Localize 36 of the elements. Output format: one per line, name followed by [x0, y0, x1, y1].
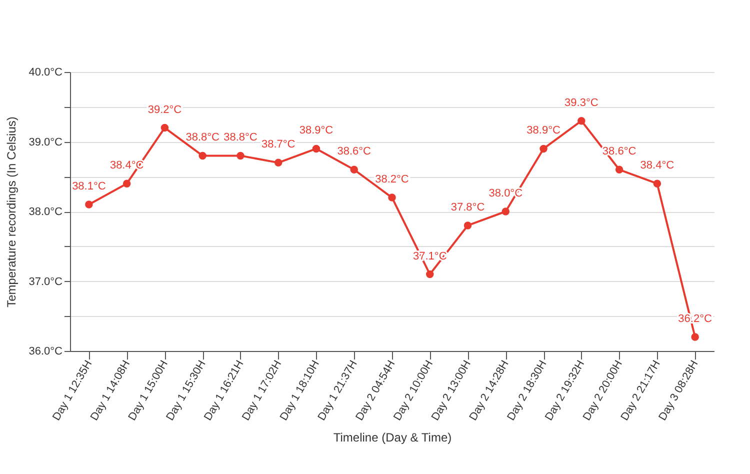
data-label: 38.9°C — [526, 124, 560, 137]
point — [350, 166, 358, 174]
point — [236, 152, 244, 160]
data-label: 38.8°C — [224, 132, 258, 144]
data-label: 38.8°C — [186, 132, 220, 144]
data-label: 38.1°C — [72, 180, 106, 193]
point — [540, 144, 548, 153]
data-label: 38.4°C — [640, 160, 674, 172]
y-axis-title: Temperature recordings (In Celsius) — [4, 116, 19, 308]
data-label: 39.2°C — [148, 104, 182, 116]
point — [502, 208, 510, 216]
point — [198, 152, 206, 160]
data-label: 38.6°C — [337, 146, 372, 158]
point — [85, 200, 93, 208]
point — [615, 166, 624, 174]
data-label: 39.3°C — [564, 96, 598, 109]
y-tick-label: 40.0°C — [28, 66, 63, 78]
point — [312, 144, 320, 153]
point — [653, 180, 662, 188]
y-tick-label: 39.0°C — [28, 136, 63, 148]
point — [578, 116, 586, 125]
point — [426, 270, 434, 278]
y-tick-label: 37.0°C — [28, 276, 63, 288]
point — [122, 180, 131, 188]
data-label: 38.7°C — [261, 138, 296, 151]
point — [388, 194, 396, 202]
x-axis-title: Timeline (Day & Time) — [333, 430, 452, 444]
point — [464, 222, 472, 230]
y-tick-label: 38.0°C — [28, 206, 63, 218]
point — [691, 333, 699, 341]
y-tick-label: 36.0°C — [28, 346, 63, 358]
data-label: 37.8°C — [450, 201, 485, 214]
point — [274, 158, 282, 167]
point — [160, 124, 169, 132]
data-label: 38.2°C — [375, 174, 409, 186]
data-label: 38.9°C — [299, 124, 334, 137]
